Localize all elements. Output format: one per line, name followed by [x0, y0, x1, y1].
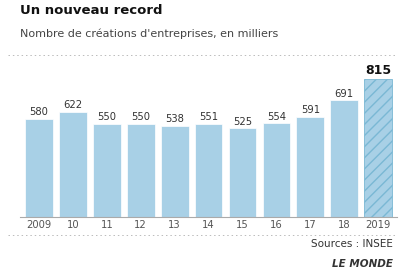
Bar [59, 112, 87, 217]
Text: Un nouveau record: Un nouveau record [20, 4, 163, 17]
Bar [195, 124, 222, 217]
Text: Nombre de créations d'entreprises, en milliers: Nombre de créations d'entreprises, en mi… [20, 28, 279, 39]
Text: 525: 525 [233, 117, 252, 127]
Bar [93, 124, 121, 217]
Text: 622: 622 [63, 100, 82, 110]
Text: 550: 550 [97, 112, 116, 122]
Bar [127, 124, 155, 217]
Text: 538: 538 [165, 114, 184, 124]
Bar [364, 79, 392, 217]
Text: Infographie : LE MONDE: Infographie : LE MONDE [0, 269, 1, 270]
Bar [296, 117, 324, 217]
Text: Sources : INSEE: Sources : INSEE [311, 239, 393, 249]
Text: 554: 554 [267, 112, 286, 122]
Bar [161, 126, 189, 217]
Text: 551: 551 [199, 112, 218, 122]
Bar [25, 119, 53, 217]
Text: 580: 580 [30, 107, 48, 117]
Text: LE MONDE: LE MONDE [332, 259, 393, 269]
Bar [262, 123, 290, 217]
Text: 815: 815 [365, 64, 391, 77]
Text: 591: 591 [301, 106, 320, 116]
Bar [330, 100, 358, 217]
Text: 691: 691 [335, 89, 354, 99]
Text: 550: 550 [131, 112, 150, 122]
Bar [228, 128, 256, 217]
